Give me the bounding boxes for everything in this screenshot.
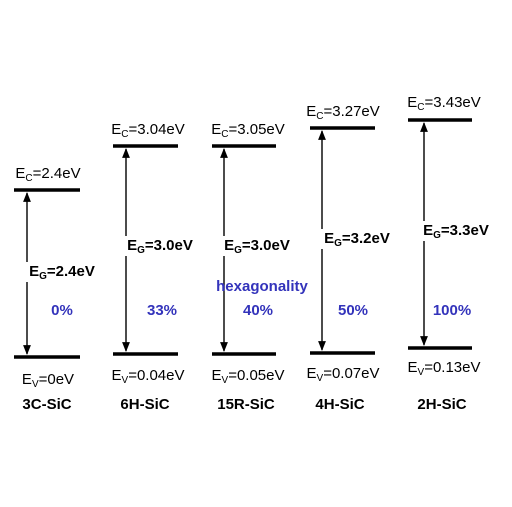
band-gap-label: EG=3.3eV bbox=[423, 222, 489, 241]
polytype-name: 3C-SiC bbox=[22, 396, 71, 413]
conduction-band-label: EC=3.04eV bbox=[111, 121, 185, 140]
polytype-name: 15R-SiC bbox=[217, 396, 275, 413]
conduction-band-label: EC=2.4eV bbox=[15, 165, 80, 184]
valence-band-label: EV=0.05eV bbox=[212, 367, 285, 386]
hexagonality-value: 33% bbox=[147, 302, 177, 319]
polytype-6h-sic: EC=3.04eV EV=0.04eV EG=3.0eV 33% 6H-SiC bbox=[111, 121, 202, 413]
hexagonality-value: 50% bbox=[338, 302, 368, 319]
band-gap-label: EG=3.2eV bbox=[324, 230, 390, 249]
hexagonality-label: hexagonality bbox=[216, 278, 308, 295]
band-gap-label: EG=3.0eV bbox=[127, 237, 193, 256]
polytype-3c-sic: EC=2.4eV EV=0eV EG=2.4eV 0% 3C-SiC bbox=[14, 165, 104, 413]
label-backing bbox=[20, 262, 104, 282]
valence-band-label: EV=0.07eV bbox=[307, 365, 380, 384]
polytype-2h-sic: EC=3.43eV EV=0.13eV EG=3.3eV 100% 2H-SiC bbox=[407, 94, 498, 413]
valence-band-label: EV=0eV bbox=[22, 371, 74, 390]
hexagonality-value: 100% bbox=[433, 302, 471, 319]
band-gap-label: EG=2.4eV bbox=[29, 263, 95, 282]
label-backing bbox=[315, 229, 399, 249]
polytype-4h-sic: EC=3.27eV EV=0.07eV EG=3.2eV 50% 4H-SiC bbox=[306, 103, 399, 413]
valence-band-label: EV=0.13eV bbox=[408, 359, 481, 378]
hexagonality-value: 0% bbox=[51, 302, 73, 319]
band-gap-label: EG=3.0eV bbox=[224, 237, 290, 256]
label-backing bbox=[414, 221, 498, 241]
polytype-name: 4H-SiC bbox=[315, 396, 364, 413]
hexagonality-value: 40% bbox=[243, 302, 273, 319]
conduction-band-label: EC=3.27eV bbox=[306, 103, 380, 122]
polytype-15r-sic: EC=3.05eV EV=0.05eV EG=3.0eV 40% 15R-SiC bbox=[211, 121, 299, 413]
conduction-band-label: EC=3.43eV bbox=[407, 94, 481, 113]
conduction-band-label: EC=3.05eV bbox=[211, 121, 285, 140]
label-backing bbox=[118, 236, 202, 256]
polytype-name: 2H-SiC bbox=[417, 396, 466, 413]
valence-band-label: EV=0.04eV bbox=[112, 367, 185, 386]
label-backing bbox=[215, 236, 299, 256]
polytype-name: 6H-SiC bbox=[120, 396, 169, 413]
